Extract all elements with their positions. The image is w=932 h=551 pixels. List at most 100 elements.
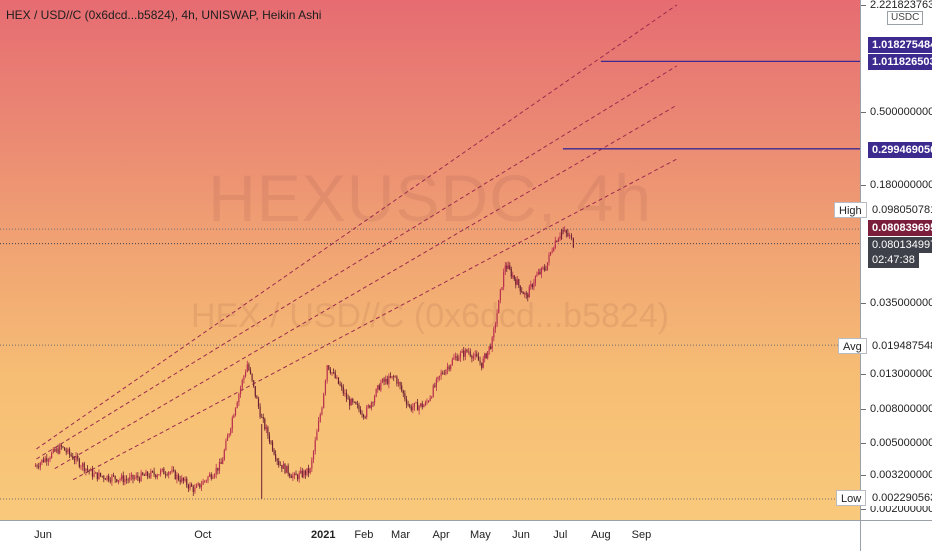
candle-body [539,272,541,274]
candle-body [389,376,392,378]
candle-body [259,406,261,417]
candle-body [195,485,198,488]
candle-body [536,274,538,277]
candle-body [230,428,232,434]
candle-body [516,279,518,285]
candle-body [125,479,128,481]
candle-body [345,392,348,399]
candle-body [218,462,221,471]
candle-body [385,378,387,382]
description-watermark: HEX / USD//C (0x6dcd...b5824) [190,297,670,335]
candle-body [556,240,558,242]
candle-body [143,474,145,476]
candle-body [41,459,43,463]
candle-body [352,399,354,402]
candle-body [173,469,175,471]
candle-body [472,355,475,359]
candle-body [270,441,272,443]
candle-body [496,313,498,325]
candle-body [344,392,346,394]
candle-body [393,376,395,378]
candle-body [80,466,82,468]
candle-body [386,378,388,384]
candle-body [396,376,398,384]
candle-body [202,481,204,485]
candle-body [86,468,89,470]
currency-badge[interactable]: USDC [887,11,924,25]
candle-body [341,385,343,387]
price-tick-mark [861,409,866,411]
candle-body [189,484,191,489]
candle-body [490,346,492,349]
candle-body [73,459,76,461]
candle-body [543,267,545,270]
candle-body [476,353,478,357]
time-axis[interactable]: Jun Oct 2021 Feb Mar Apr May Jun Jul Aug Sep [0,520,860,551]
candle-body [285,465,288,473]
previous-close-price-tag: 0.0808396956 [868,220,932,236]
horizontal-line-price-tag: 1.0182754841 [868,37,932,53]
candle-body [236,402,238,408]
candle-body [479,360,481,363]
candle-body [233,415,235,418]
candle-body [474,353,476,356]
candle-body [407,404,409,405]
time-label: Jun [512,529,530,541]
candle-body [223,450,225,460]
candle-body [99,472,102,476]
candle-body [112,475,115,477]
candle-body [388,376,390,384]
price-plot[interactable] [0,0,860,520]
candle-body [279,464,281,466]
candle-body [554,240,556,248]
candle-body [135,475,137,478]
candle-body [336,377,338,379]
candle-body [412,407,414,411]
candle-body [124,479,126,483]
candle-body [509,265,511,270]
candle-body [307,468,310,473]
candle-body [257,398,260,407]
candle-body [75,455,77,461]
candle-body [530,284,532,287]
candle-body [562,230,564,232]
candle-body [60,445,62,447]
symbol-header[interactable]: HEX / USD//C (0x6dcd...b5824), 4h, UNISW… [6,8,322,22]
candle-body [317,421,320,432]
candle-body [70,454,72,457]
candle-body [534,276,537,283]
candle-body [197,483,199,486]
candle-body [140,472,142,482]
candle-body [435,379,438,387]
chart-area[interactable]: HEXUSDC, 4h HEX / USD//C (0x6dcd...b5824… [0,0,860,520]
candle-body [276,459,278,461]
candle-body [209,474,211,477]
trend-line [36,4,678,450]
candle-body [468,351,470,353]
candle-body [109,480,111,482]
candle-body [410,406,412,411]
candle-body [77,455,79,460]
candle-body [522,292,524,295]
candle-body [225,440,227,451]
candle-body [207,476,209,481]
candle-body [293,473,296,476]
candle-body [36,465,38,467]
candle-body [298,473,300,480]
candle-body [459,352,462,358]
candle-body [446,366,449,370]
candle-body [469,351,471,356]
candle-body [268,435,271,442]
candle-body [111,475,113,482]
candle-body [278,460,280,465]
candle-body [397,382,400,384]
candle-body [200,484,203,488]
candle-body [512,275,514,277]
candle-body [421,403,423,408]
candle-body [553,247,555,252]
time-label: Mar [391,529,410,541]
candle-body [356,404,359,405]
